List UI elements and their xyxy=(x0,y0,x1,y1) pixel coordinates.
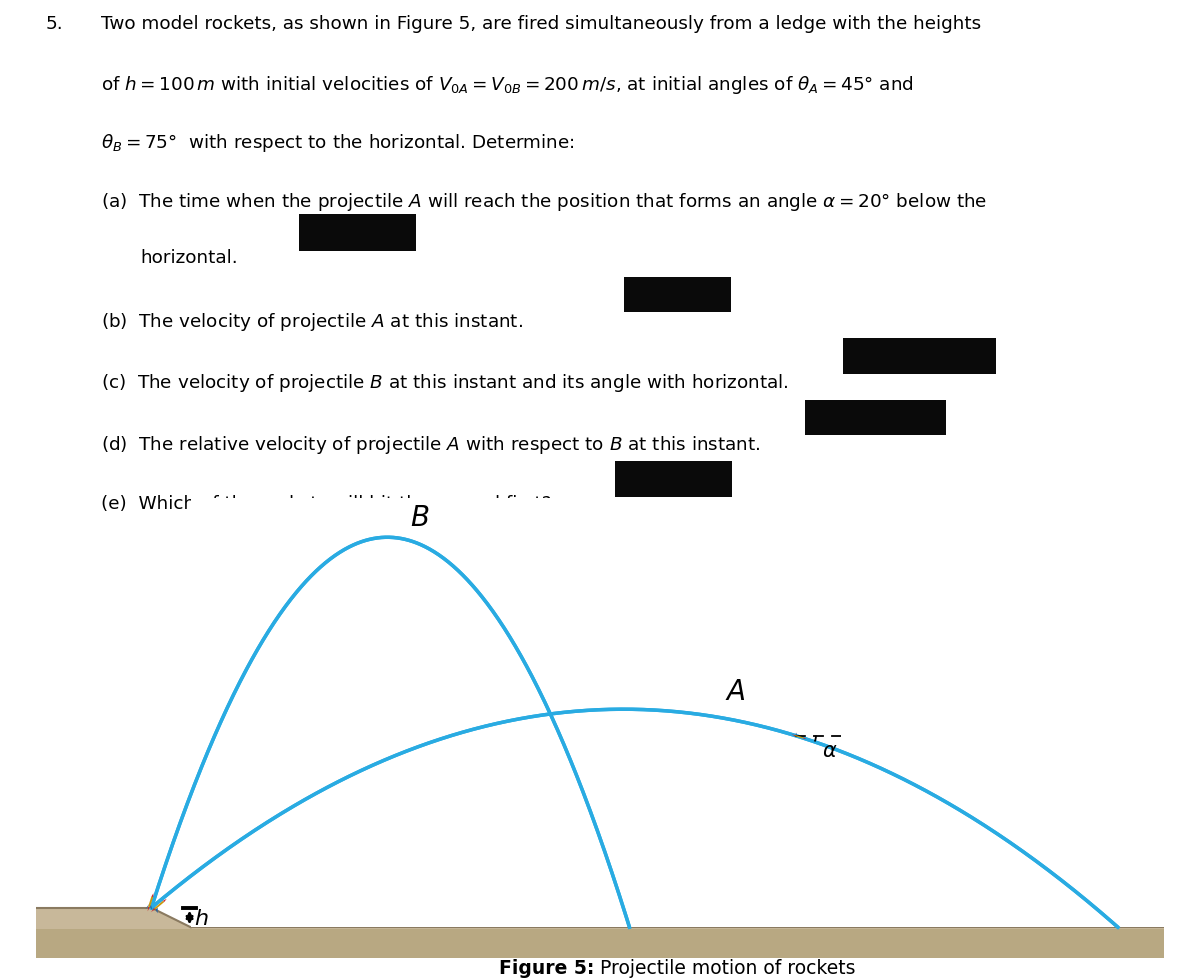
Polygon shape xyxy=(148,897,153,907)
Text: Figure 5:: Figure 5: xyxy=(499,958,594,977)
Polygon shape xyxy=(151,893,153,897)
Polygon shape xyxy=(791,734,795,736)
Polygon shape xyxy=(163,899,166,902)
Polygon shape xyxy=(152,907,157,909)
Text: (c)  The velocity of projectile $B$ at this instant and its angle with horizonta: (c) The velocity of projectile $B$ at th… xyxy=(101,372,789,394)
Bar xyxy=(805,400,946,436)
Polygon shape xyxy=(191,499,1164,927)
Polygon shape xyxy=(36,908,1164,958)
Bar xyxy=(615,462,732,498)
Text: (a)  The time when the projectile $A$ will reach the position that forms an angl: (a) The time when the projectile $A$ wil… xyxy=(101,191,987,212)
Polygon shape xyxy=(145,905,148,910)
Bar xyxy=(624,278,731,313)
Text: Two model rockets, as shown in Figure 5, are fired simultaneously from a ledge w: Two model rockets, as shown in Figure 5,… xyxy=(101,16,981,33)
Polygon shape xyxy=(154,901,164,910)
Text: $B$: $B$ xyxy=(410,504,429,532)
Text: (e)  Which of the rockets will hit the ground first?: (e) Which of the rockets will hit the gr… xyxy=(101,495,551,512)
Bar xyxy=(843,339,996,375)
Polygon shape xyxy=(803,737,807,739)
Text: horizontal.: horizontal. xyxy=(140,249,238,267)
Text: $\theta_B = 75°$  with respect to the horizontal. Determine:: $\theta_B = 75°$ with respect to the hor… xyxy=(101,132,575,155)
Text: $\alpha$: $\alpha$ xyxy=(822,740,838,760)
Text: of $h = 100\,m$ with initial velocities of $V_{0A} = V_{0B} = 200\,m/s$, at init: of $h = 100\,m$ with initial velocities … xyxy=(101,73,914,96)
Polygon shape xyxy=(795,735,804,738)
Polygon shape xyxy=(156,908,158,913)
Text: (b)  The velocity of projectile $A$ at this instant.: (b) The velocity of projectile $A$ at th… xyxy=(101,311,523,333)
Bar xyxy=(299,215,416,251)
Text: 5.: 5. xyxy=(45,16,63,33)
Text: $h$: $h$ xyxy=(194,908,208,927)
Polygon shape xyxy=(36,929,1164,958)
Text: $A$: $A$ xyxy=(725,677,745,705)
Polygon shape xyxy=(147,907,150,911)
Polygon shape xyxy=(150,905,153,911)
Polygon shape xyxy=(151,909,156,912)
Text: Projectile motion of rockets: Projectile motion of rockets xyxy=(600,958,855,977)
Text: (d)  The relative velocity of projectile $A$ with respect to $B$ at this instant: (d) The relative velocity of projectile … xyxy=(101,433,760,456)
Polygon shape xyxy=(796,733,797,735)
